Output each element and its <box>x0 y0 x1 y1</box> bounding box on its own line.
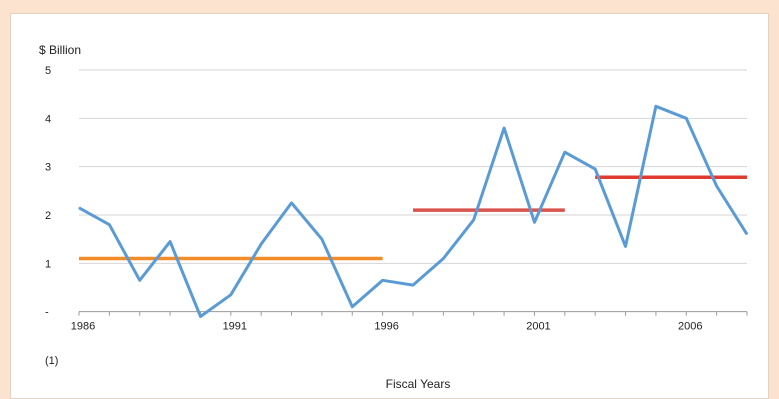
x-tick-label: 1986 <box>71 321 95 333</box>
line-chart: $ Billion Fiscal Years 5 4 3 2 1 - (1) 1986 199… <box>39 43 749 391</box>
data-point <box>321 238 323 240</box>
x-axis-label: Fiscal Years <box>386 377 451 391</box>
data-point <box>473 219 475 221</box>
data-point <box>594 168 596 170</box>
data-point <box>655 105 657 107</box>
data-point <box>442 258 444 259</box>
data-point <box>108 224 110 226</box>
x-tick-label: 1991 <box>223 321 247 333</box>
gridlines <box>78 69 748 316</box>
data-point <box>382 279 384 281</box>
data-point <box>716 185 718 187</box>
x-tick-labels: 1986 1991 1996 2001 2006 <box>71 321 703 333</box>
x-tick-label: 2006 <box>678 321 702 333</box>
x-tick-label: 1996 <box>374 321 398 333</box>
data-point <box>351 306 353 308</box>
y-tick-label: (1) <box>45 355 58 367</box>
data-series <box>78 104 749 318</box>
data-point <box>260 243 262 245</box>
data-point <box>78 207 80 209</box>
y-tick-label: 2 <box>45 210 51 222</box>
y-tick-label: 3 <box>45 162 51 174</box>
data-point <box>139 279 141 281</box>
x-tick-label: 2001 <box>526 321 550 333</box>
data-point <box>564 151 566 153</box>
data-point <box>291 202 293 204</box>
data-point <box>625 245 627 247</box>
data-point <box>746 233 748 235</box>
y-tick-labels: 5 4 3 2 1 - (1) <box>45 65 58 367</box>
data-point <box>199 316 201 317</box>
data-point <box>169 241 171 243</box>
data-point <box>685 117 687 119</box>
y-tick-label: 5 <box>45 65 51 77</box>
data-point <box>533 221 535 223</box>
data-point <box>412 284 414 286</box>
chart-frame: $ Billion Fiscal Years 5 4 3 2 1 - (1) 1986 199… <box>10 13 769 399</box>
y-tick-label: - <box>45 307 49 319</box>
y-tick-label: 1 <box>45 258 51 270</box>
data-point <box>230 294 232 296</box>
reference-lines <box>79 175 747 261</box>
data-point <box>503 127 505 129</box>
y-axis-label: $ Billion <box>39 43 81 57</box>
y-tick-label: 4 <box>45 113 51 125</box>
